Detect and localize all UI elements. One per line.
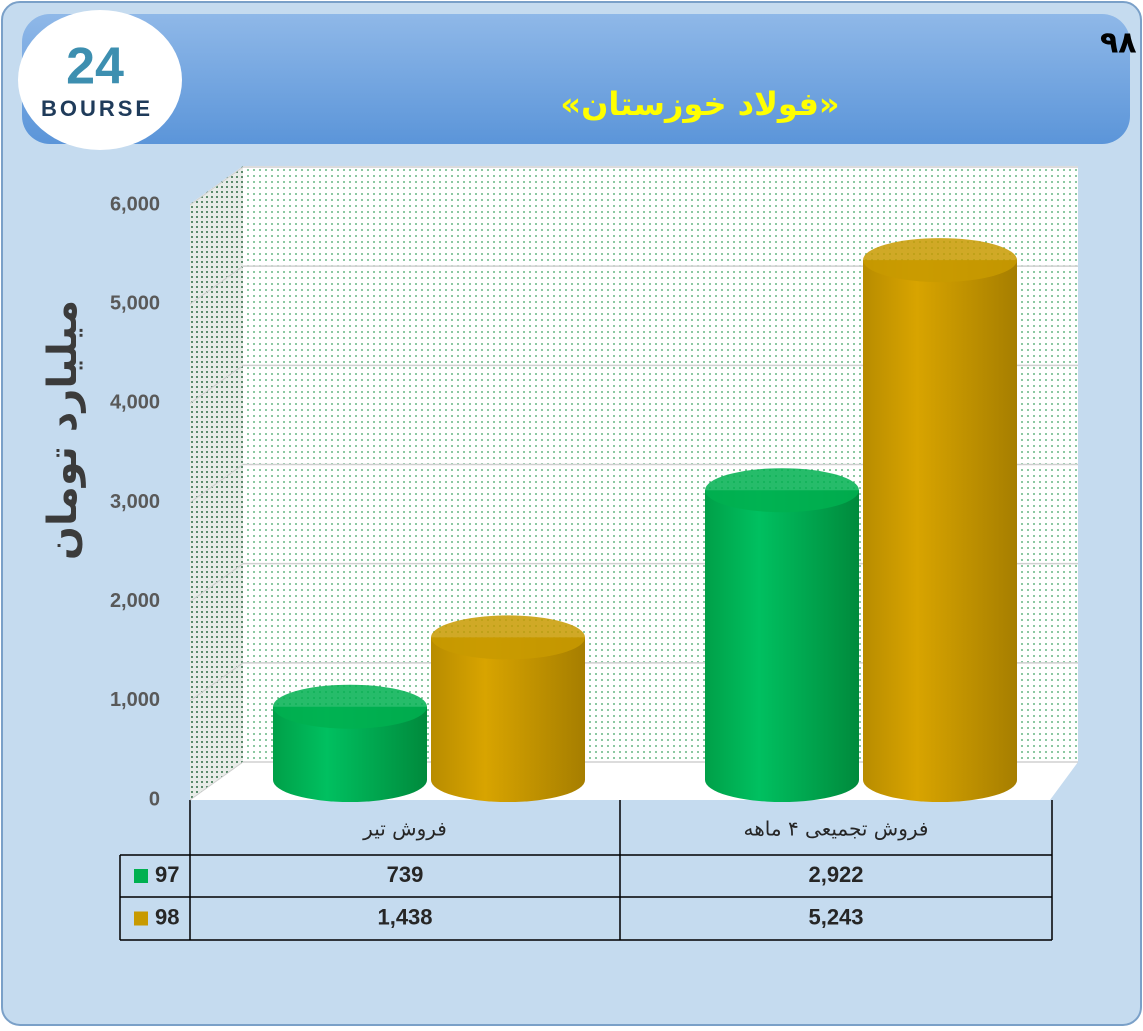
header-banner	[22, 14, 1130, 144]
side-grid-line	[189, 761, 244, 801]
side-grid-line	[189, 464, 244, 503]
side-grid-line	[189, 265, 244, 305]
y-tick-label: 2,000	[110, 590, 160, 612]
cylinder-top	[705, 468, 859, 513]
y-tick-label: 5,000	[110, 292, 160, 314]
legend-label: 98	[155, 904, 179, 929]
side-grid-line	[189, 662, 244, 702]
cylinder-body	[431, 637, 585, 802]
cylinder-body	[273, 706, 427, 802]
y-tick-label: 0	[149, 788, 160, 810]
cylinder-body	[705, 490, 859, 802]
table-value: 739	[387, 862, 424, 887]
cylinder-top	[863, 238, 1017, 283]
chart-title: گزارش فروش ریالی ماهانه و ۴ ماهه منتهی ب…	[1100, 25, 1143, 61]
logo-number: 24	[66, 38, 124, 96]
bar	[273, 684, 427, 802]
logo-circle	[18, 10, 182, 150]
cylinder-top	[273, 684, 427, 729]
bar	[863, 238, 1017, 802]
cylinder-body	[863, 260, 1017, 802]
y-tick-label: 1,000	[110, 689, 160, 711]
data-table: فروش تیر فروش تجمیعی ۴ ماهه 97 739 2,922 98 1,…	[119, 800, 1053, 941]
table-value: 2,922	[808, 862, 863, 887]
y-axis-label: میلیارد تومان	[40, 300, 86, 560]
y-tick-label: 6,000	[110, 193, 160, 215]
chart-subtitle: «فولاد خوزستان»	[560, 85, 839, 123]
category-label: فروش تجمیعی ۴ ماهه	[744, 817, 929, 841]
y-tick-label: 3,000	[110, 491, 160, 513]
table-value: 1,438	[377, 904, 432, 929]
legend-swatch	[134, 911, 148, 926]
y-tick-label: 4,000	[110, 392, 160, 414]
category-label: فروش تیر	[362, 817, 447, 841]
legend-swatch	[134, 869, 148, 883]
logo-name: BOURSE	[41, 96, 153, 121]
table-value: 5,243	[808, 904, 863, 929]
cylinder-top	[431, 615, 585, 660]
bar	[431, 615, 585, 802]
bar	[705, 468, 859, 802]
side-grid-line	[189, 364, 244, 404]
side-grid-line	[189, 166, 244, 206]
legend-label: 97	[155, 862, 179, 887]
side-grid-line	[189, 563, 244, 603]
